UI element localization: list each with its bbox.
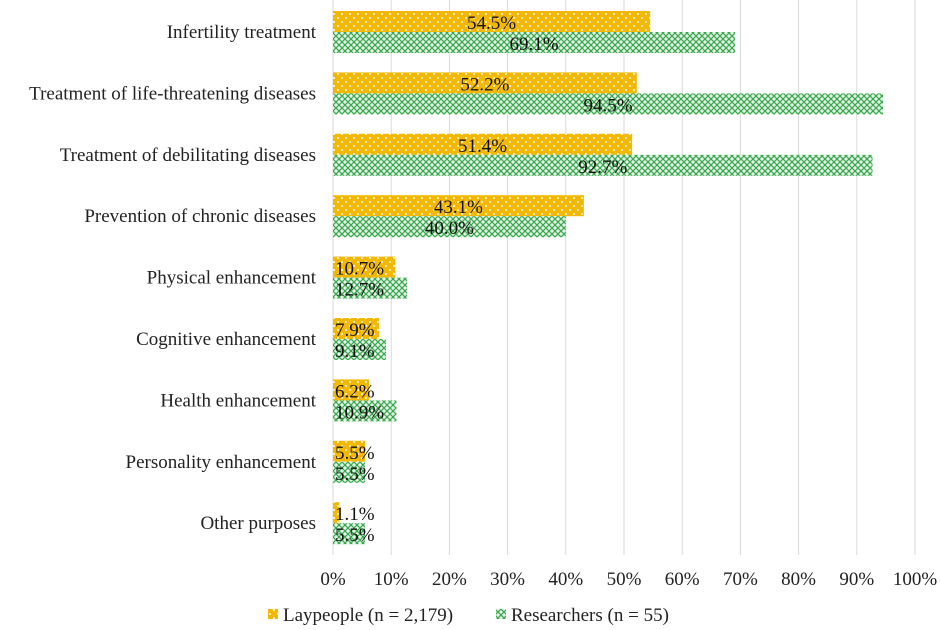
- tick-label-100: 100%: [893, 569, 938, 590]
- bar-researchers-2: [333, 154, 873, 176]
- data-label-researchers-3: 40.0%: [425, 218, 474, 239]
- tick-label-80: 80%: [781, 569, 816, 590]
- category-label-personality-enhancement: Personality enhancement: [126, 452, 317, 473]
- bar-laypeople-3: [333, 195, 584, 217]
- data-label-laypeople-0: 54.5%: [467, 13, 516, 34]
- tick-label-90: 90%: [839, 569, 874, 590]
- data-label-researchers-0: 69.1%: [510, 34, 559, 55]
- bar-researchers-0: [333, 32, 736, 53]
- bar-laypeople-4: [333, 256, 396, 278]
- legend-label-laypeople: Laypeople (n = 2,179): [283, 605, 453, 626]
- bar-researchers-1: [333, 93, 883, 115]
- category-label-physical-enhancement: Physical enhancement: [147, 268, 317, 289]
- data-label-researchers-8: 5.5%: [335, 525, 375, 546]
- tick-label-0: 0%: [320, 569, 346, 590]
- tick-label-20: 20%: [432, 569, 467, 590]
- data-label-laypeople-4: 10.7%: [335, 259, 384, 280]
- tick-label-30: 30%: [490, 569, 525, 590]
- category-label-cognitive-enhancement: Cognitive enhancement: [136, 329, 317, 350]
- data-label-laypeople-5: 7.9%: [335, 320, 375, 341]
- legend-swatch-researchers: [496, 609, 506, 619]
- data-label-researchers-5: 9.1%: [335, 341, 375, 362]
- data-label-laypeople-3: 43.1%: [434, 197, 483, 218]
- legend: Laypeople (n = 2,179) Researchers (n = 5…: [268, 605, 669, 626]
- bar-laypeople-6: [333, 379, 370, 401]
- data-label-laypeople-8: 1.1%: [335, 504, 375, 525]
- bar-laypeople-0: [333, 11, 651, 32]
- legend-swatch-laypeople: [268, 609, 278, 619]
- bar-researchers-3: [333, 216, 566, 238]
- data-label-researchers-2: 92.7%: [578, 157, 627, 178]
- bar-laypeople-2: [333, 133, 633, 155]
- data-label-laypeople-6: 6.2%: [335, 381, 375, 402]
- bar-laypeople-7: [333, 440, 366, 462]
- data-label-laypeople-2: 51.4%: [458, 136, 507, 157]
- tick-label-40: 40%: [548, 569, 583, 590]
- data-label-researchers-1: 94.5%: [583, 95, 632, 116]
- data-label-researchers-7: 5.5%: [335, 464, 375, 485]
- tick-label-70: 70%: [723, 569, 758, 590]
- category-label-treatment-of-debilitating-diseases: Treatment of debilitating diseases: [60, 145, 316, 166]
- bar-researchers-4: [333, 277, 407, 299]
- data-label-researchers-6: 10.9%: [335, 402, 384, 423]
- bar-researchers-6: [333, 400, 397, 422]
- tick-label-10: 10%: [374, 569, 409, 590]
- category-label-health-enhancement: Health enhancement: [160, 390, 316, 411]
- data-label-researchers-4: 12.7%: [335, 280, 384, 301]
- data-label-laypeople-1: 52.2%: [460, 74, 509, 95]
- bar-researchers-8: [333, 523, 366, 545]
- bar-researchers-5: [333, 339, 386, 360]
- bar-laypeople-1: [333, 72, 637, 94]
- data-label-laypeople-7: 5.5%: [335, 443, 375, 464]
- category-label-treatment-of-life-threatening-diseases: Treatment of life-threatening diseases: [29, 83, 316, 104]
- category-label-prevention-of-chronic-diseases: Prevention of chronic diseases: [84, 206, 316, 227]
- legend-label-researchers: Researchers (n = 55): [511, 605, 669, 626]
- category-label-other-purposes: Other purposes: [200, 513, 316, 534]
- tick-label-50: 50%: [607, 569, 642, 590]
- value-axis: 0% 10% 20% 30% 40% 50% 60% 70% 80% 90% 100%: [320, 569, 937, 590]
- category-label-infertility-treatment: Infertility treatment: [167, 22, 317, 43]
- bar-laypeople-5: [333, 318, 379, 339]
- bar-laypeople-8: [333, 502, 340, 524]
- tick-label-60: 60%: [665, 569, 700, 590]
- category-axis: Infertility treatment Treatment of life-t…: [29, 22, 317, 534]
- bar-researchers-7: [333, 461, 366, 483]
- bars: [333, 11, 883, 545]
- data-labels: 54.5%52.2%51.4%43.1%10.7%7.9%6.2%5.5%1.1…: [335, 13, 633, 546]
